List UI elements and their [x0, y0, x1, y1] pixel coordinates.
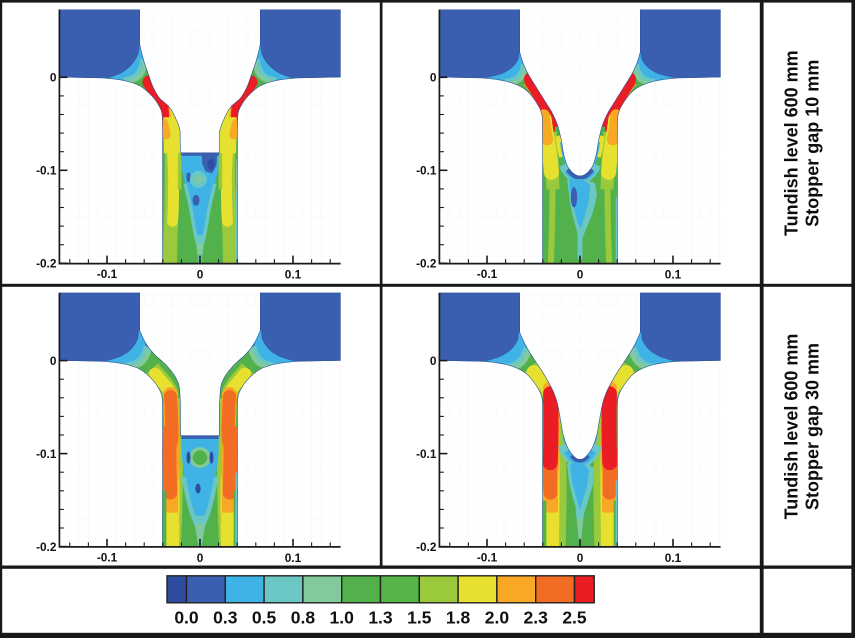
svg-text:0: 0	[50, 354, 57, 368]
svg-text:1.3: 1.3	[368, 608, 393, 628]
svg-text:0.1: 0.1	[285, 268, 302, 282]
svg-text:0.0: 0.0	[174, 608, 199, 628]
svg-text:-0.1: -0.1	[416, 164, 437, 178]
svg-text:0: 0	[430, 71, 437, 85]
svg-text:2.3: 2.3	[524, 608, 549, 628]
svg-text:0.1: 0.1	[285, 551, 302, 565]
svg-text:0: 0	[577, 551, 584, 565]
svg-text:0: 0	[50, 71, 57, 85]
svg-text:0.3: 0.3	[213, 608, 238, 628]
svg-text:-0.1: -0.1	[36, 447, 57, 461]
svg-text:-0.2: -0.2	[36, 540, 57, 554]
svg-text:0: 0	[430, 354, 437, 368]
svg-text:0.8: 0.8	[291, 608, 316, 628]
svg-text:Tundish level 600 mm: Tundish level 600 mm	[782, 50, 802, 236]
svg-text:-0.1: -0.1	[97, 267, 118, 281]
svg-text:0: 0	[197, 268, 204, 282]
svg-text:Tundish level 600 mm: Tundish level 600 mm	[782, 334, 802, 520]
svg-text:0.1: 0.1	[665, 268, 682, 282]
svg-text:-0.1: -0.1	[416, 447, 437, 461]
svg-text:Stopper gap 30 mm: Stopper gap 30 mm	[803, 343, 823, 510]
svg-text:-0.1: -0.1	[477, 267, 498, 281]
svg-text:2.5: 2.5	[562, 608, 587, 628]
svg-text:0: 0	[197, 551, 204, 565]
svg-text:-0.2: -0.2	[416, 257, 437, 271]
svg-text:0.5: 0.5	[252, 608, 277, 628]
svg-text:0.1: 0.1	[665, 551, 682, 565]
svg-text:2.0: 2.0	[485, 608, 510, 628]
svg-text:1.5: 1.5	[407, 608, 432, 628]
svg-text:-0.2: -0.2	[416, 540, 437, 554]
svg-text:0: 0	[577, 268, 584, 282]
svg-text:-0.1: -0.1	[97, 550, 118, 564]
svg-text:Stopper gap 10 mm: Stopper gap 10 mm	[803, 60, 823, 227]
svg-text:-0.1: -0.1	[36, 164, 57, 178]
svg-text:1.8: 1.8	[446, 608, 471, 628]
svg-text:1.0: 1.0	[330, 608, 355, 628]
svg-text:-0.2: -0.2	[36, 257, 57, 271]
svg-text:-0.1: -0.1	[477, 550, 498, 564]
